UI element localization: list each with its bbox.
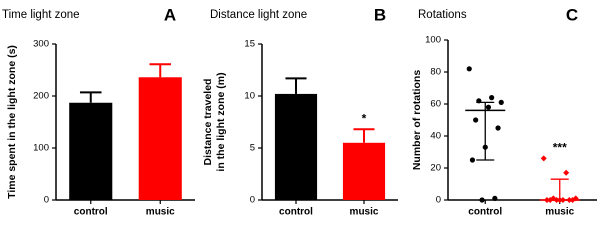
x-tick-label: music: [146, 207, 175, 218]
panel-title: Distance light zone: [210, 9, 307, 21]
y-tick-label: 0: [44, 195, 49, 206]
y-tick-label: 40: [430, 131, 441, 142]
data-point: [469, 157, 476, 163]
y-axis-label: Number of rotations: [411, 70, 423, 170]
y-tick-label: 20: [430, 163, 441, 174]
y-tick-label: 200: [33, 91, 49, 102]
data-point: [540, 155, 547, 162]
data-point: [492, 195, 498, 201]
data-point: [489, 95, 495, 101]
y-axis-label: Time spent in the light zone (s): [6, 45, 18, 199]
y-tick-label: 15: [244, 39, 255, 50]
data-point: [479, 197, 485, 203]
data-point: [495, 125, 501, 131]
bar: [274, 93, 318, 200]
panel-letter: B: [374, 5, 386, 24]
y-tick-label: 300: [33, 39, 49, 50]
x-tick-label: control: [279, 207, 313, 218]
data-point: [485, 104, 492, 110]
y-tick-label: 10: [244, 91, 255, 102]
y-axis-label: Distance traveled: [202, 79, 214, 166]
panel-letter: C: [566, 5, 578, 24]
bar: [69, 102, 113, 200]
x-tick-label: music: [350, 207, 379, 218]
y-tick-label: 0: [250, 195, 255, 206]
y-axis-label: in the light zone (m): [215, 72, 227, 171]
y-tick-label: 80: [430, 67, 441, 78]
y-tick-label: 100: [425, 35, 441, 46]
y-tick-label: 60: [430, 99, 441, 110]
y-tick-label: 0: [436, 195, 441, 206]
y-tick-label: 5: [250, 143, 255, 154]
panel-letter: A: [164, 5, 176, 24]
data-point: [466, 66, 472, 72]
panel-title: Time light zone: [2, 9, 80, 21]
data-point: [563, 169, 570, 176]
data-point: [473, 117, 479, 123]
y-tick-label: 100: [33, 143, 49, 154]
significance: *: [362, 111, 367, 125]
figure: Time light zone A Time spent in the light …: [2, 5, 597, 218]
bar: [342, 142, 386, 200]
x-tick-label: control: [468, 207, 502, 218]
x-tick-label: music: [545, 207, 574, 218]
bar: [138, 77, 182, 200]
panel-title: Rotations: [418, 9, 467, 21]
significance: ***: [553, 141, 567, 155]
data-point: [498, 99, 504, 105]
x-tick-label: control: [74, 207, 108, 218]
